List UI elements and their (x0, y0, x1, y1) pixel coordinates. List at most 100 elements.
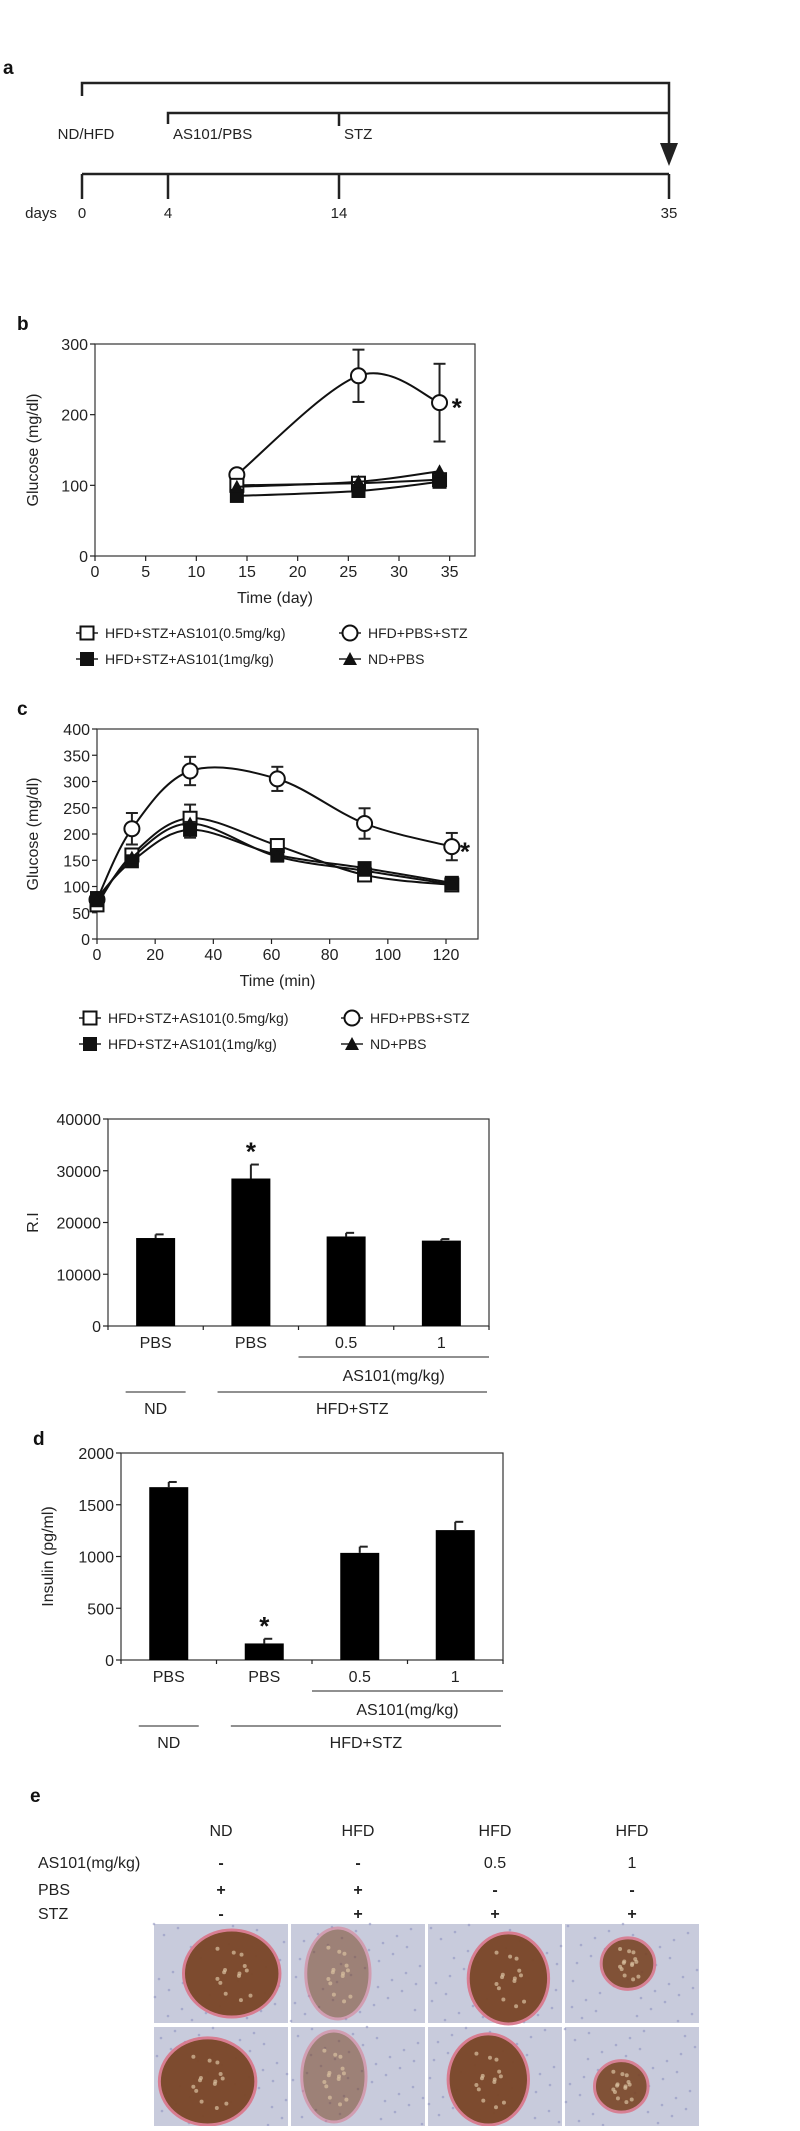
nucleus-dot (452, 1956, 456, 1960)
islet-texture (615, 2096, 620, 2101)
data-point (351, 474, 366, 488)
x-tick-label: 100 (374, 947, 401, 964)
islet-texture (348, 1994, 353, 1999)
nucleus-dot (568, 2082, 572, 2086)
nucleus-dot (667, 1982, 671, 1986)
islet-texture (496, 1986, 501, 1991)
bar (231, 1178, 271, 1326)
nucleus-dot (593, 1936, 597, 1940)
nucleus-dot (543, 2028, 547, 2032)
data-point (183, 816, 198, 830)
nucleus-dot (457, 2011, 461, 2015)
legend-label: HFD+STZ+AS101(0.5mg/kg) (105, 625, 286, 641)
nucleus-dot (525, 2053, 529, 2057)
nucleus-dot (252, 2031, 256, 2035)
nucleus-dot (621, 1922, 625, 1926)
islet-texture (248, 1993, 253, 1998)
x-tick-label: PBS (248, 1669, 280, 1686)
islet (300, 2029, 368, 2124)
nucleus-dot (571, 1979, 575, 1983)
islet-texture (231, 1950, 236, 1955)
islet-texture (331, 1992, 336, 1997)
islet-texture (327, 2070, 332, 2075)
islet-texture (333, 2052, 338, 2057)
nucleus-dot (660, 2103, 664, 2107)
nucleus-dot (255, 1928, 259, 1932)
nucleus-dot (529, 2035, 533, 2039)
x-tick-label: PBS (235, 1335, 267, 1352)
legend-item: HFD+PBS+STZ (339, 624, 468, 642)
legend-marker-open-circle-icon (341, 624, 359, 642)
islet-texture (344, 2097, 349, 2102)
nucleus-dot (695, 1968, 699, 1972)
islet (181, 1928, 282, 2019)
nucleus-dot (683, 2034, 687, 2038)
nucleus-dot (262, 2042, 266, 2046)
nucleus-dot (395, 1934, 399, 1938)
nucleus-dot (600, 2050, 604, 2054)
nucleus-dot (441, 2095, 445, 2099)
data-point (356, 815, 374, 832)
condition-value: - (218, 1855, 223, 1872)
islet-texture (493, 2105, 498, 2110)
x-tick-label: 1 (451, 1669, 460, 1686)
nucleus-dot (587, 2031, 591, 2035)
nucleus-dot (261, 2068, 265, 2072)
series-line (236, 372, 440, 476)
x-tick-label: 15 (238, 564, 256, 581)
islet-texture (340, 1974, 345, 1979)
islet-texture (474, 2051, 479, 2056)
nucleus-dot (679, 2052, 683, 2056)
nucleus-dot (554, 1988, 558, 1992)
row-label: AS101(mg/kg) (38, 1855, 140, 1872)
islet-texture (508, 1954, 513, 1959)
nucleus-dot (651, 2066, 655, 2070)
nucleus-dot (409, 1927, 413, 1931)
nucleus-dot (656, 2121, 660, 2125)
nucleus-dot (429, 1926, 433, 1930)
islet-texture (238, 1998, 243, 2003)
nucleus-dot (152, 1922, 156, 1926)
islet-texture (494, 2057, 499, 2062)
legend-label: HFD+STZ+AS101(1mg/kg) (105, 651, 274, 667)
sub-group-label: AS101(mg/kg) (343, 1368, 445, 1385)
significance-asterisk: * (259, 1611, 270, 1641)
y-tick-label: 20000 (57, 1216, 102, 1233)
y-tick-label: 500 (87, 1601, 114, 1618)
nucleus-dot (508, 1928, 512, 1932)
y-tick-label: 400 (63, 722, 90, 739)
condition-value: + (216, 1882, 225, 1899)
y-axis-label: Insulin (pg/ml) (40, 1506, 57, 1606)
y-tick-label: 100 (63, 880, 90, 897)
nucleus-dot (413, 2008, 417, 2012)
x-tick-label: 1 (437, 1335, 446, 1352)
islet-texture (501, 1997, 506, 2002)
islet-texture (622, 1973, 627, 1978)
y-tick-label: 50 (72, 906, 90, 923)
x-tick-label: PBS (140, 1335, 172, 1352)
nucleus-dot (157, 1977, 161, 1981)
legend-label: HFD+PBS+STZ (368, 625, 468, 641)
x-tick-label: 30 (390, 564, 408, 581)
nucleus-dot (393, 2110, 397, 2114)
nucleus-dot (564, 2100, 568, 2104)
islet-texture (627, 1949, 632, 1954)
legend-marker-filled-square-icon (80, 652, 94, 666)
nucleus-dot (534, 2090, 538, 2094)
data-point (181, 762, 199, 780)
x-axis-label: Time (min) (240, 973, 316, 990)
panel-a-timeline: a ND/HFD AS101/PBS STZ 0 4 14 35 days (3, 58, 678, 222)
nucleus-dot (545, 1951, 549, 1955)
legend-marker-filled-square-icon (83, 1037, 97, 1051)
nucleus-dot (296, 2034, 300, 2038)
islet-micrograph (152, 1922, 288, 2023)
islet-texture (517, 1968, 522, 1973)
data-point (431, 394, 449, 412)
nucleus-dot (390, 1978, 394, 1982)
nucleus-dot (594, 2009, 598, 2013)
y-tick-label: 150 (63, 853, 90, 870)
data-point (90, 894, 104, 908)
nucleus-dot (566, 1924, 570, 1928)
panel-label-a: a (3, 58, 14, 79)
nucleus-dot (681, 1975, 685, 1979)
